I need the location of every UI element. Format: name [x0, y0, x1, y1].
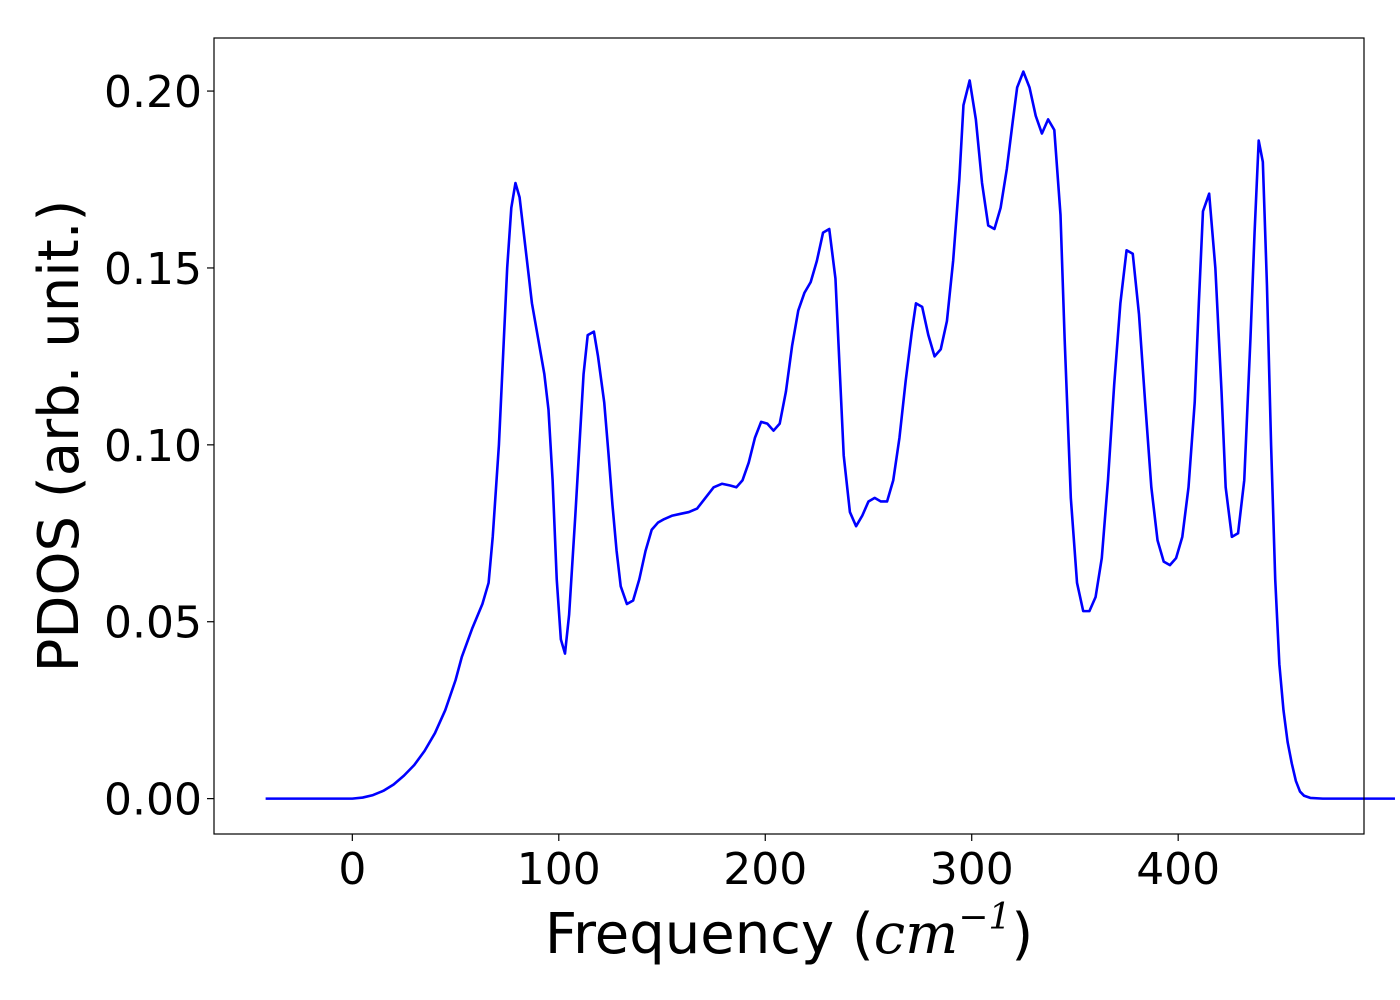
x-tick-label: 200 [723, 844, 807, 895]
x-tick-label: 0 [338, 844, 366, 895]
y-tick-label: 0.05 [104, 598, 202, 649]
pdos-series-line [265, 70, 1395, 800]
plot-area [265, 70, 1395, 800]
y-axis-title: PDOS (arb. unit.) [27, 200, 92, 673]
x-axis-title-text: Frequency ( [545, 902, 874, 967]
x-tick-label: 400 [1136, 844, 1220, 895]
x-axis-title-close: ) [1011, 902, 1033, 967]
x-axis-ticks: 0 100 200 300 400 [338, 834, 1220, 895]
x-axis-title-exponent: −1 [958, 897, 1011, 938]
x-axis-title-unit: cm [874, 902, 958, 967]
y-tick-label: 0.20 [104, 67, 202, 118]
x-tick-label: 100 [517, 844, 601, 895]
y-tick-label: 0.15 [104, 244, 202, 295]
y-tick-label: 0.00 [104, 775, 202, 826]
y-tick-label: 0.10 [104, 421, 202, 472]
x-tick-label: 300 [930, 844, 1014, 895]
y-axis-ticks: 0.00 0.05 0.10 0.15 0.20 [104, 67, 214, 826]
x-axis-title: Frequency (cm−1) [545, 897, 1033, 967]
axes-frame [213, 37, 1365, 835]
